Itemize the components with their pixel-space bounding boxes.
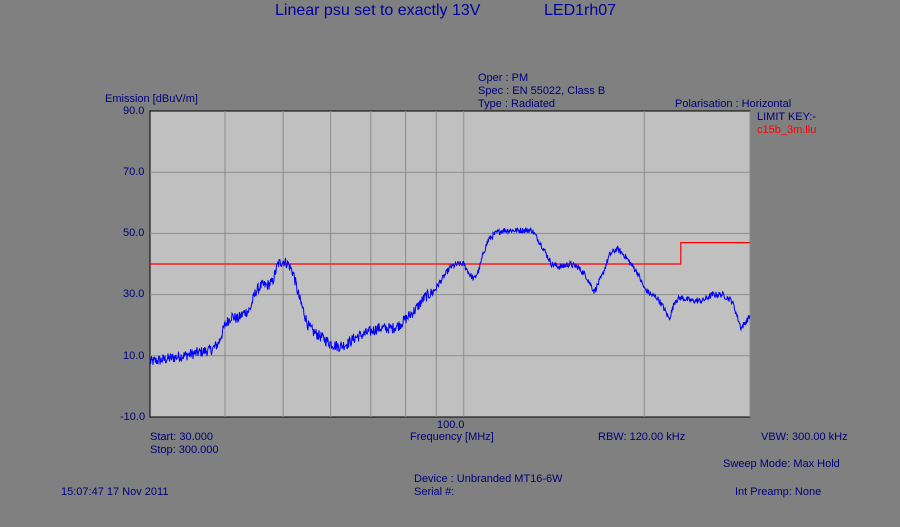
oper-label: Oper : PM <box>478 72 529 84</box>
chart-title: Linear psu set to exactly 13V <box>275 2 481 19</box>
limit-key-label: LIMIT KEY:- <box>757 111 817 123</box>
limit-line <box>150 242 750 265</box>
device-label: Device : Unbranded MT16-6W <box>414 473 563 485</box>
y-tick-label: 10.0 <box>123 350 145 362</box>
x-axis-label: Frequency [MHz] <box>410 431 494 443</box>
y-tick-label: 30.0 <box>123 288 145 300</box>
int-preamp-label: Int Preamp: None <box>735 486 822 498</box>
type-label: Type : Radiated <box>478 98 556 110</box>
serial-label: Serial #: <box>414 486 455 498</box>
limit-key-file: c15b_3m.llu <box>757 124 817 136</box>
emission-trace-line <box>149 226 751 366</box>
sweep-mode-label: Sweep Mode: Max Hold <box>723 458 840 470</box>
y-tick-label: 70.0 <box>123 166 145 178</box>
timestamp: 15:07:47 17 Nov 2011 <box>61 486 169 498</box>
vbw-label: VBW: 300.00 kHz <box>761 431 848 443</box>
stop-frequency: Stop: 300.000 <box>150 444 219 456</box>
spec-label: Spec : EN 55022, Class B <box>478 85 606 97</box>
emission-trace <box>149 226 751 366</box>
polarisation-label: Polarisation : Horizontal <box>675 98 792 110</box>
start-frequency: Start: 30.000 <box>150 431 213 443</box>
limit-line-path <box>150 242 750 265</box>
y-tick-label: 50.0 <box>123 227 145 239</box>
y-axis-label: Emission [dBuV/m] <box>105 93 198 105</box>
y-tick-label: -10.0 <box>120 411 146 423</box>
y-tick-label: 90.0 <box>123 105 145 117</box>
x-tick-label: 100.0 <box>437 419 465 431</box>
grid-lines <box>150 111 751 417</box>
test-id: LED1rh07 <box>544 2 617 19</box>
rbw-label: RBW: 120.00 kHz <box>598 431 686 443</box>
